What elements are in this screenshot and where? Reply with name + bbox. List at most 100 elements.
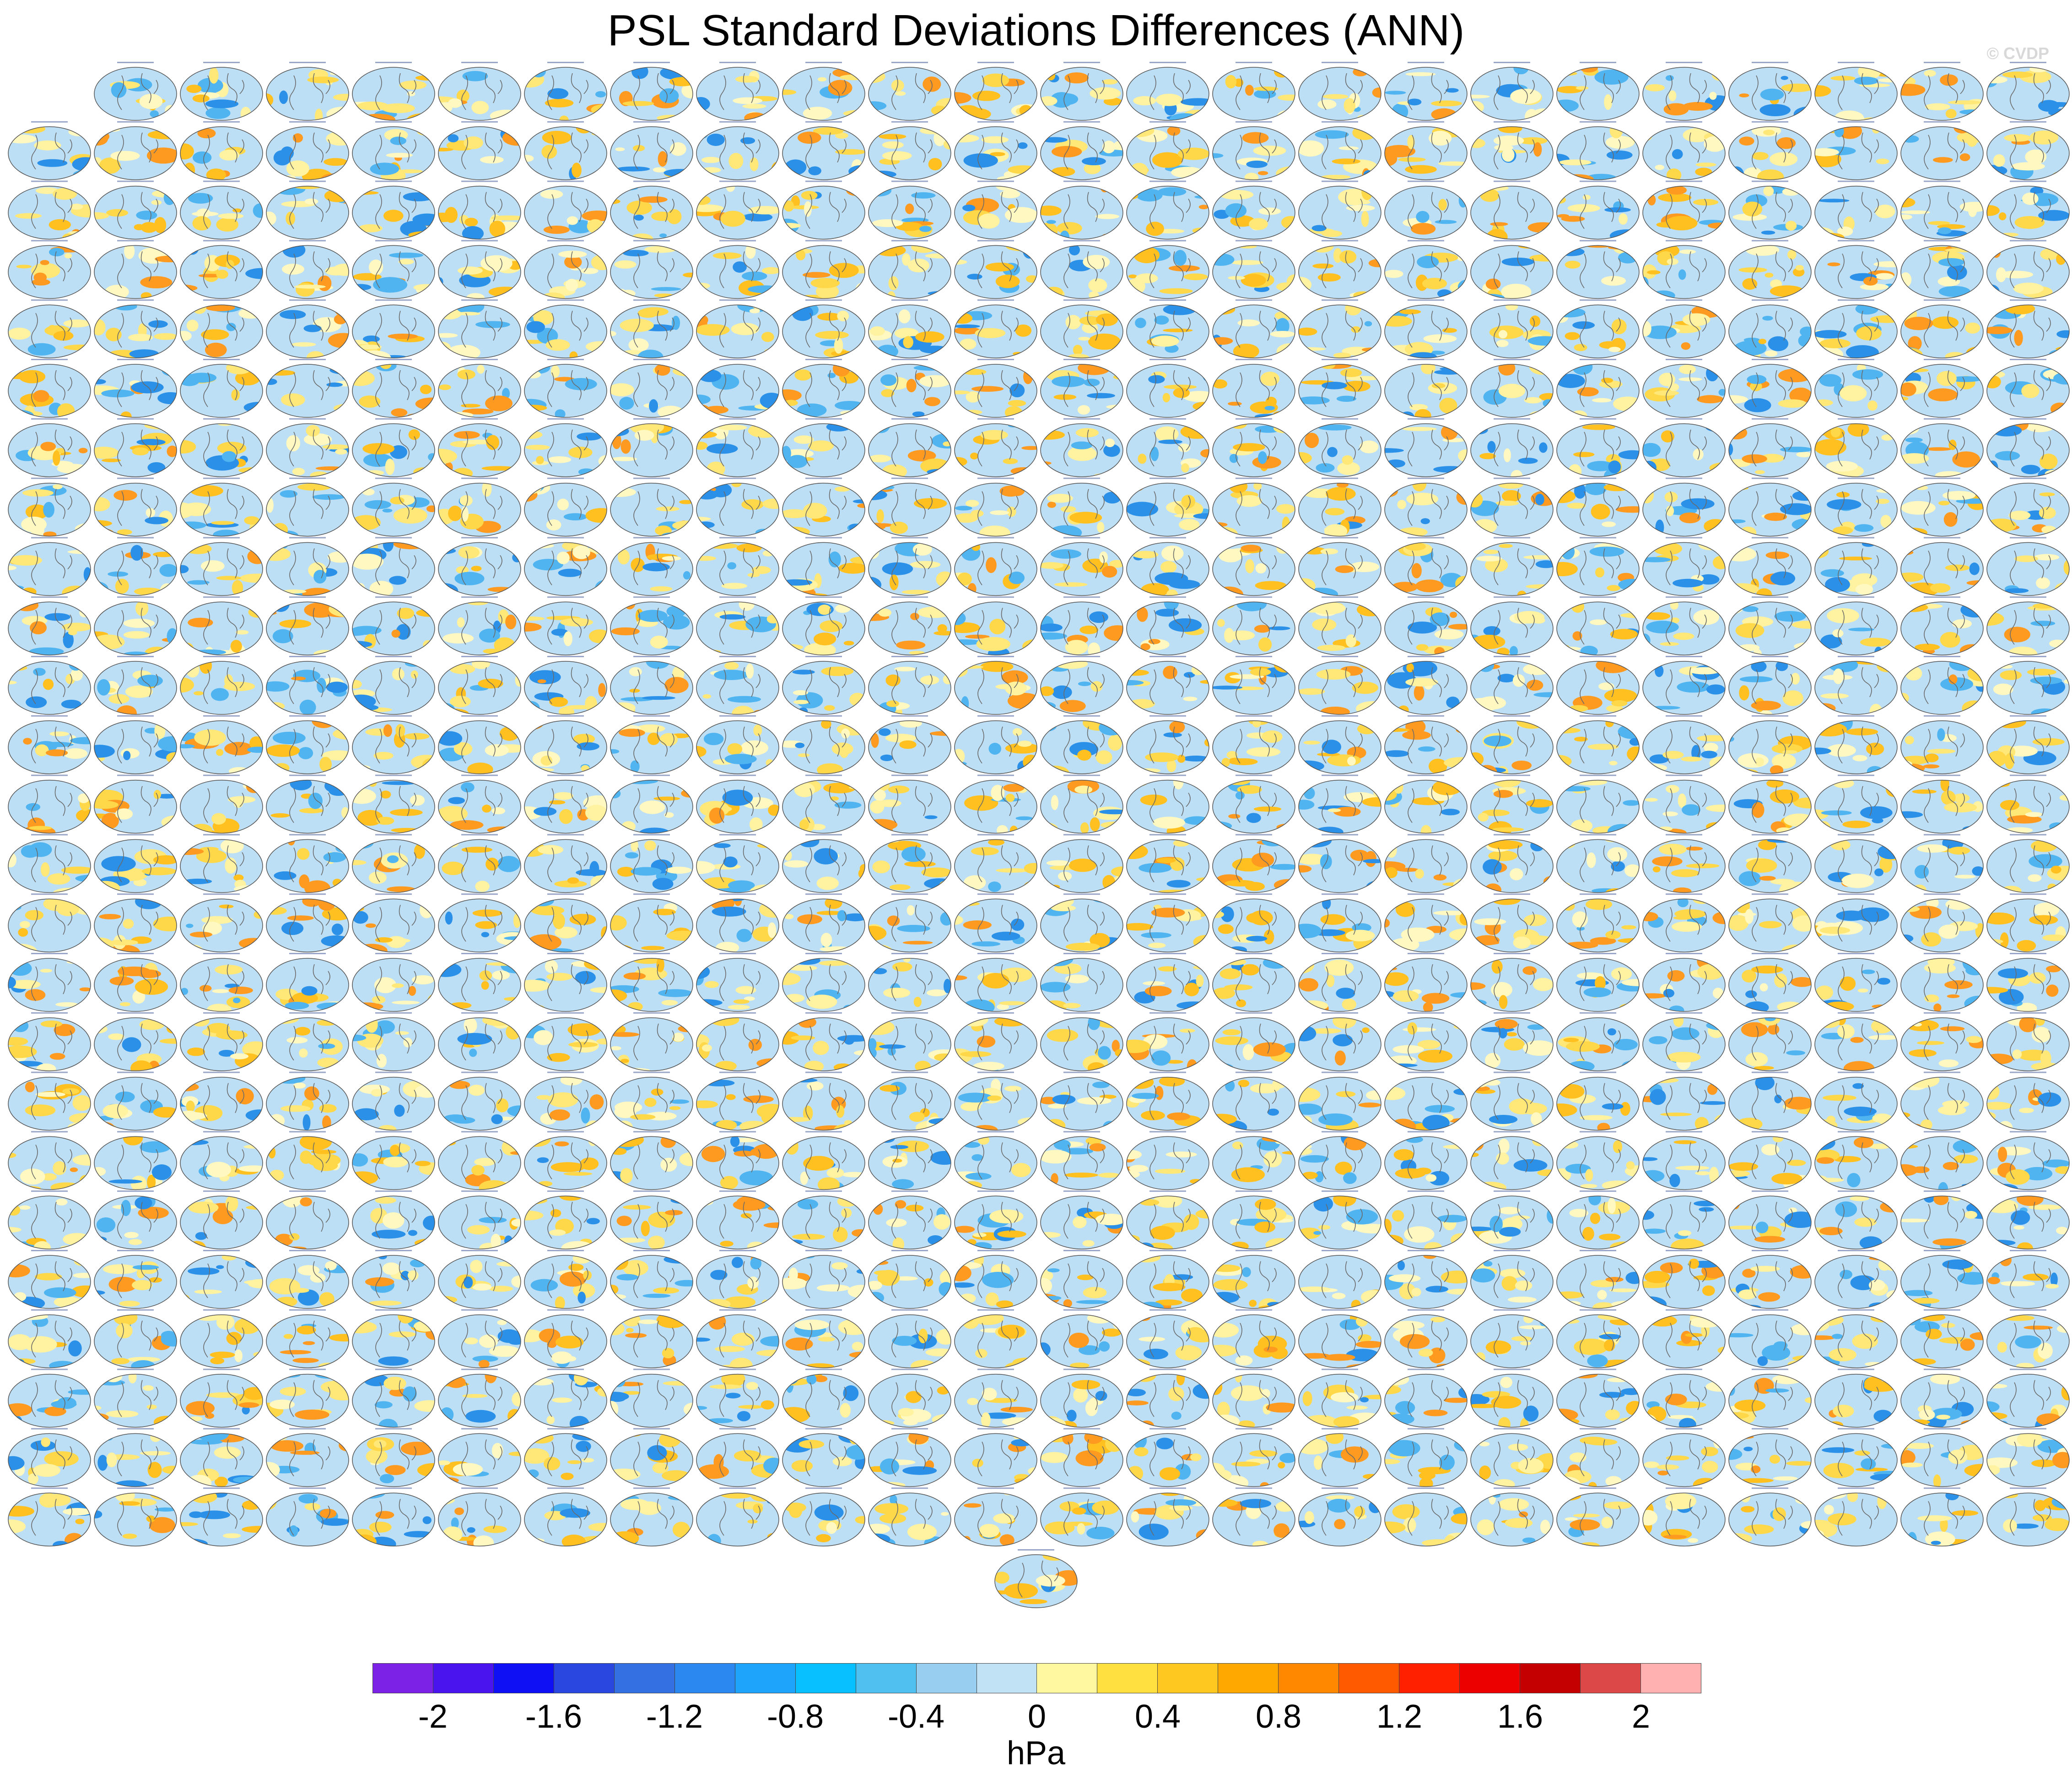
- map-panel: [1470, 1309, 1554, 1368]
- map-panel: [438, 299, 521, 358]
- map-panel: [782, 834, 865, 893]
- map-panel: [1642, 1131, 1726, 1190]
- map-panel: [1298, 953, 1381, 1012]
- map-panel: [266, 1368, 349, 1428]
- map-panel: [1298, 715, 1381, 774]
- map-panel: [8, 953, 91, 1012]
- map-panel: [8, 596, 91, 655]
- map-panel: [610, 477, 693, 537]
- map-panel: [1556, 1309, 1640, 1368]
- map-panel: [266, 834, 349, 893]
- map-panel: [1212, 180, 1295, 240]
- colorbar-box: [1581, 1664, 1641, 1693]
- map-panel: [610, 180, 693, 240]
- map-panel: [1900, 359, 1984, 418]
- map-panel: [782, 537, 865, 596]
- colorbar-box: [916, 1664, 977, 1693]
- map-panel: [8, 1428, 91, 1487]
- map-panel: [438, 121, 521, 180]
- map-panel: [1900, 1309, 1984, 1368]
- map-panel: [180, 121, 263, 180]
- map-panel: [1642, 1309, 1726, 1368]
- map-panel: [94, 774, 177, 834]
- map-panel: [1642, 1250, 1726, 1309]
- map-panel: [1728, 1428, 1812, 1487]
- map-panel: [1556, 477, 1640, 537]
- map-panel: [1470, 834, 1554, 893]
- map-panel: [8, 774, 91, 834]
- map-panel: [1384, 953, 1468, 1012]
- colorbar-box: [1037, 1664, 1098, 1693]
- map-panel: [1728, 1309, 1812, 1368]
- map-panel: [1470, 893, 1554, 952]
- map-panel: [524, 1131, 607, 1190]
- map-panel: [180, 893, 263, 952]
- map-panel: [1126, 180, 1209, 240]
- colorbar-box: [1279, 1664, 1339, 1693]
- map-panel: [180, 1487, 263, 1546]
- map-panel: [1298, 1250, 1381, 1309]
- map-panel: [352, 477, 435, 537]
- map-panel: [94, 1368, 177, 1428]
- map-panel: [1126, 299, 1209, 358]
- map-panel: [696, 121, 779, 180]
- map-panel: [1040, 893, 1123, 952]
- map-panel: [1470, 359, 1554, 418]
- map-panel: [524, 1190, 607, 1249]
- map-panel: [1556, 656, 1640, 715]
- map-panel: [868, 240, 951, 299]
- map-panel: [8, 121, 91, 180]
- map-panel: [94, 953, 177, 1012]
- map-panel: [954, 834, 1037, 893]
- map-panel: [266, 418, 349, 477]
- map-panel: [94, 299, 177, 358]
- map-panel: [1642, 656, 1726, 715]
- map-panel: [524, 1368, 607, 1428]
- map-panel: [1814, 1487, 1898, 1546]
- map-panel: [696, 418, 779, 477]
- map-panel: [782, 1131, 865, 1190]
- colorbar-tick-label: -0.4: [887, 1698, 945, 1735]
- map-panel: [1728, 240, 1812, 299]
- map-panel: [524, 1428, 607, 1487]
- colorbar-box: [1460, 1664, 1521, 1693]
- map-panel: [1384, 1190, 1468, 1249]
- map-panel: [8, 240, 91, 299]
- map-panel: [8, 1250, 91, 1309]
- map-panel: [1900, 62, 1984, 121]
- map-panel: [1900, 596, 1984, 655]
- map-panel: [696, 477, 779, 537]
- map-panel: [1986, 1250, 2070, 1309]
- map-panel: [1212, 1071, 1295, 1131]
- map-panel: [524, 359, 607, 418]
- map-panel: [1298, 1428, 1381, 1487]
- map-panel: [266, 1190, 349, 1249]
- map-panel: [1728, 774, 1812, 834]
- map-panel: [1470, 656, 1554, 715]
- map-panel: [954, 1250, 1037, 1309]
- map-panel: [1298, 180, 1381, 240]
- map-panel: [266, 715, 349, 774]
- map-panel: [610, 1131, 693, 1190]
- map-panel: [1814, 240, 1898, 299]
- map-panel: [782, 1368, 865, 1428]
- map-panel: [1728, 537, 1812, 596]
- map-panel: [438, 418, 521, 477]
- map-panel: [438, 656, 521, 715]
- map-panel: [1900, 834, 1984, 893]
- map-panel: [1728, 1071, 1812, 1131]
- map-panel: [696, 656, 779, 715]
- map-panel: [1986, 1012, 2070, 1071]
- map-panel: [438, 715, 521, 774]
- map-panel: [1212, 596, 1295, 655]
- map-panel: [1556, 596, 1640, 655]
- map-panel: [94, 121, 177, 180]
- map-panel: [1212, 299, 1295, 358]
- map-panel: [1556, 1368, 1640, 1428]
- map-panel: [782, 596, 865, 655]
- map-panel: [438, 62, 521, 121]
- map-panel: [266, 1309, 349, 1368]
- map-panel: [1470, 180, 1554, 240]
- map-panel: [524, 477, 607, 537]
- map-panel: [180, 715, 263, 774]
